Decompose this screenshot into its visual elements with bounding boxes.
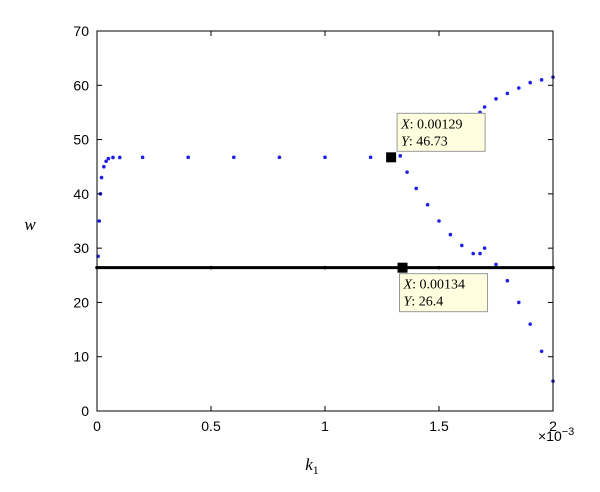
annotations: X: 0.00129 Y: 46.73 X: 0.00134 Y: 26.4: [386, 112, 489, 313]
data-point: [448, 232, 453, 237]
series-black-2: [95, 265, 555, 270]
data-point: [405, 170, 409, 174]
datatip-marker: [397, 262, 408, 273]
x-tick-label: 2: [549, 418, 557, 434]
data-point: [140, 155, 145, 160]
y-tick-label: 50: [73, 132, 89, 148]
data-point: [323, 155, 327, 160]
datatip-x-text: X: 0.00134: [403, 278, 465, 293]
data-point: [517, 300, 521, 305]
x-multiplier: ×10−3: [538, 426, 574, 444]
y-tick-label: 10: [73, 349, 89, 365]
datatip-y-text: Y: 26.4: [404, 295, 444, 310]
data-point: [414, 186, 419, 191]
x-tick-label: 0.5: [201, 418, 221, 434]
x-tick-label: 1.5: [429, 418, 449, 434]
y-tick-label: 30: [73, 240, 89, 256]
data-point: [118, 155, 122, 160]
y-tick-label: 70: [73, 23, 89, 39]
datatip-x-text: X: 0.00129: [400, 117, 462, 132]
datatip-box: [399, 273, 489, 313]
y-axis-label: w: [24, 215, 36, 234]
datatip-box: [396, 112, 486, 152]
datatip-marker: [386, 152, 397, 163]
x-tick-label: 0: [93, 418, 101, 434]
data-point: [482, 105, 487, 109]
data-point: [209, 265, 213, 270]
plot-frame: [96, 30, 554, 412]
data-point: [425, 202, 430, 207]
data-point: [471, 251, 476, 256]
data-point: [539, 78, 544, 82]
datatip-0: X: 0.00129 Y: 46.73: [386, 112, 486, 163]
data-point: [437, 265, 441, 270]
data-point: [104, 159, 108, 164]
data-point: [505, 91, 510, 96]
data-point: [539, 349, 544, 354]
data-point: [528, 80, 532, 85]
data-point: [528, 322, 532, 326]
data-point: [186, 155, 190, 160]
x-tick-label: 1: [321, 418, 329, 434]
data-point: [99, 175, 104, 180]
data-point: [111, 155, 115, 160]
data-point: [277, 155, 282, 160]
data-point: [106, 156, 111, 161]
data-point: [323, 265, 327, 270]
y-tick-label: 20: [73, 294, 89, 310]
data-point: [437, 219, 441, 223]
data-point: [97, 219, 102, 223]
plot-area: [95, 75, 555, 383]
data-point: [368, 155, 373, 160]
data-point: [478, 251, 482, 256]
series-blue-0: [96, 75, 555, 259]
data-point: [398, 154, 403, 158]
y-tick-label: 60: [73, 77, 89, 93]
data-point: [494, 262, 498, 267]
data-point: [232, 155, 236, 160]
datatip-1: X: 0.00134 Y: 26.4: [397, 262, 489, 313]
y-tick-label: 40: [73, 186, 89, 202]
data-point: [460, 243, 464, 248]
datatip-y-text: Y: 46.73: [401, 134, 448, 149]
data-point: [102, 164, 106, 169]
y-tick-label: 0: [81, 403, 89, 419]
data-point: [494, 97, 498, 101]
data-point: [517, 86, 521, 90]
x-axis-label-subscript: 1: [313, 463, 319, 477]
data-point: [505, 278, 510, 283]
x-axis-label: k1: [305, 455, 319, 477]
data-point: [482, 246, 487, 250]
x-multiplier-exponent: −3: [562, 426, 575, 438]
